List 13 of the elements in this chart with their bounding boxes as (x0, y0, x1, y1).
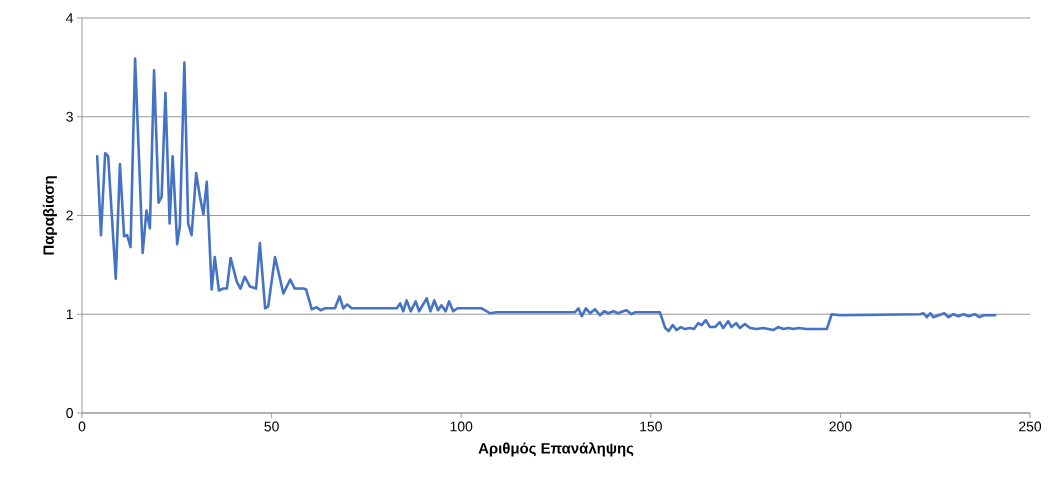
x-tick-label: 50 (264, 421, 279, 432)
x-tick-label: 150 (640, 421, 662, 432)
x-tick-label: 250 (1019, 421, 1042, 432)
x-tick-label: 100 (450, 421, 473, 432)
x-tick-label: 0 (78, 421, 86, 432)
x-axis-title: Αριθμός Επανάληψης (478, 442, 634, 457)
y-tick-label: 1 (66, 309, 73, 320)
y-tick-label: 4 (66, 13, 74, 23)
y-axis-title: Παραβίαση (42, 176, 57, 255)
x-tick-label: 200 (829, 421, 852, 432)
y-tick-label: 0 (66, 408, 73, 418)
y-tick-label: 2 (66, 210, 73, 221)
y-tick-label: 3 (66, 111, 73, 122)
